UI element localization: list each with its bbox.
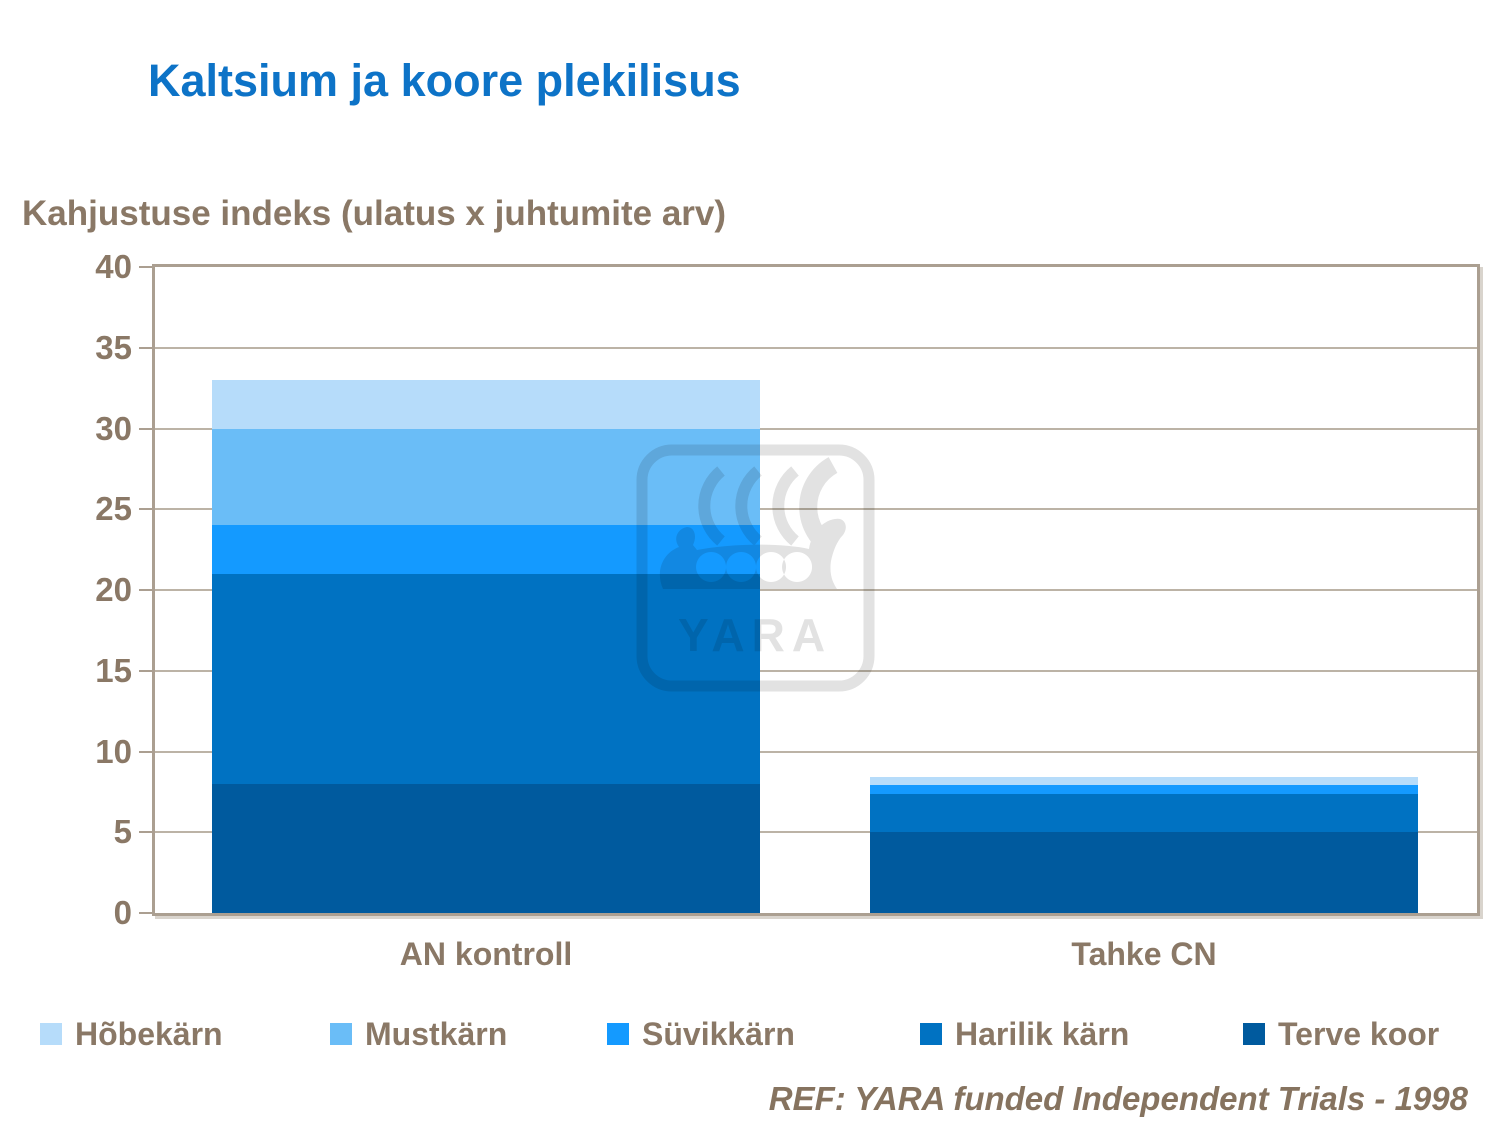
legend-swatch-mustkarn	[330, 1023, 352, 1045]
segment-hobekarn-tahke-cn	[870, 777, 1418, 786]
y-tick-label: 20	[95, 571, 132, 608]
segment-terve-koor-tahke-cn	[870, 832, 1418, 913]
reference-note: REF: YARA funded Independent Trials - 19…	[768, 1080, 1468, 1117]
y-axis-title: Kahjustuse indeks (ulatus x juhtumite ar…	[22, 194, 727, 233]
y-axis-tick	[139, 266, 152, 268]
y-axis-tick	[139, 589, 152, 591]
y-axis-tick	[139, 508, 152, 511]
y-tick-label: 15	[95, 651, 132, 689]
category-label-tahke-cn: Tahke CN	[1071, 936, 1217, 972]
legend-swatch-harilik-karn	[920, 1023, 942, 1045]
watermark-sail-arc	[799, 457, 838, 557]
gridline	[155, 427, 1477, 430]
legend-label-hobekarn: Hõbekärn	[75, 1016, 223, 1052]
legend-label-suvikkarn: Süvikkärn	[642, 1016, 795, 1052]
y-tick-label: 25	[95, 490, 132, 528]
legend-swatch-terve-koor	[1243, 1023, 1265, 1045]
y-axis-tick	[139, 750, 152, 753]
y-tick-label: 40	[95, 248, 132, 285]
bar-an-kontroll	[212, 380, 760, 913]
y-axis-tick	[139, 912, 152, 914]
y-tick-label: 30	[95, 409, 132, 447]
gridline	[155, 831, 1477, 834]
legend-label-harilik-karn: Harilik kärn	[955, 1016, 1130, 1052]
y-tick-label: 5	[113, 813, 132, 851]
y-axis-tick	[139, 831, 152, 834]
gridline	[155, 750, 1477, 753]
segment-suvikkarn-an-kontroll	[212, 525, 760, 574]
segment-mustkarn-an-kontroll	[212, 428, 760, 526]
legend-label-mustkarn: Mustkärn	[365, 1016, 508, 1052]
gridline	[155, 346, 1477, 349]
y-tick-label: 10	[95, 732, 132, 770]
segment-hobekarn-an-kontroll	[212, 380, 760, 429]
category-label-an-kontroll: AN kontroll	[399, 936, 573, 972]
segment-terve-koor-an-kontroll	[212, 783, 760, 913]
y-axis-tick	[139, 669, 152, 672]
segment-suvikkarn-tahke-cn	[870, 785, 1418, 794]
watermark-wave-arc-3	[772, 466, 799, 546]
y-tick-label: 0	[113, 894, 132, 931]
y-axis-tick	[139, 427, 152, 430]
segment-harilik-karn-an-kontroll	[212, 573, 760, 784]
plot-area: YARA	[152, 264, 1480, 916]
legend-swatch-suvikkarn	[607, 1023, 629, 1045]
chart-title: Kaltsium ja koore plekilisus	[148, 55, 741, 106]
legend-label-terve-koor: Terve koor	[1278, 1016, 1440, 1052]
legend-swatch-hobekarn	[40, 1023, 62, 1045]
y-axis-tick	[139, 346, 152, 349]
bar-tahke-cn	[870, 777, 1418, 913]
y-tick-label: 35	[95, 328, 132, 366]
segment-harilik-karn-tahke-cn	[870, 793, 1418, 833]
